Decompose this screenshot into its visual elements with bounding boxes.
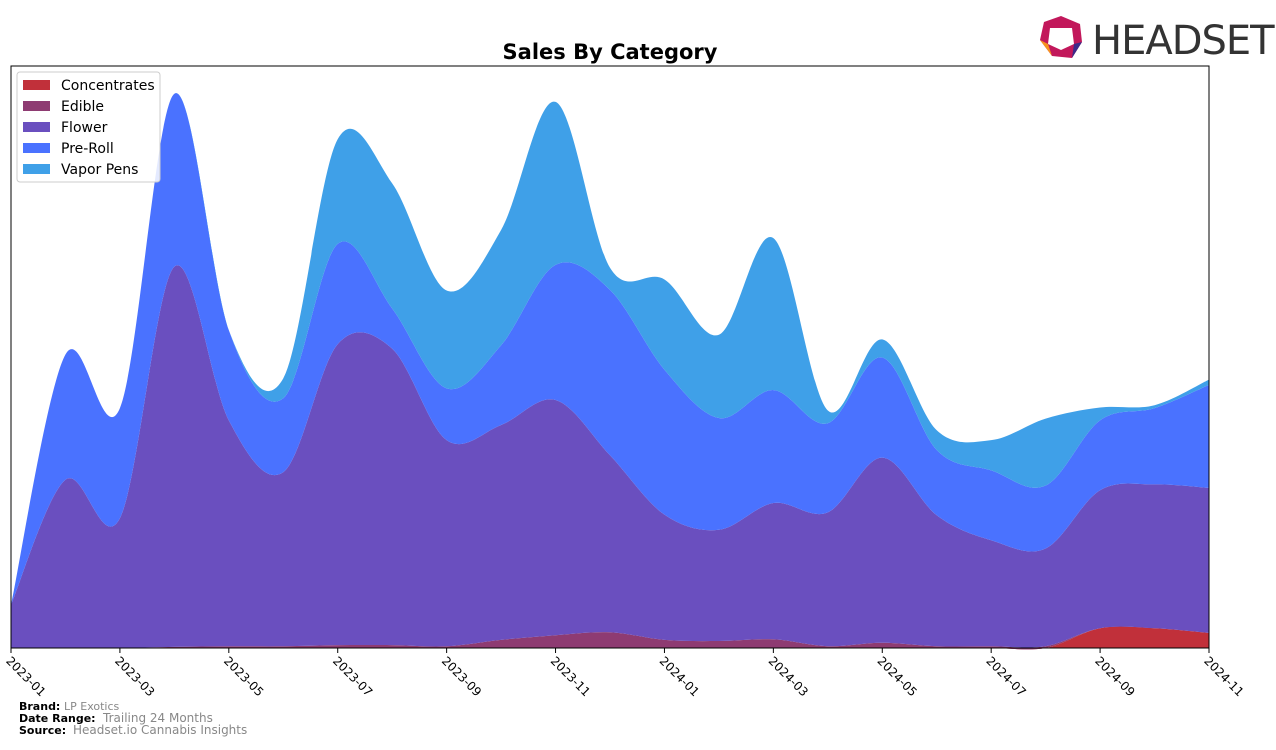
- x-tick-label: 2024-03: [766, 654, 811, 699]
- footer-value: Headset.io Cannabis Insights: [73, 723, 247, 737]
- legend-label: Vapor Pens: [61, 162, 138, 178]
- legend-swatch: [23, 143, 50, 153]
- legend-box: [16, 71, 161, 183]
- legend-label: Edible: [61, 99, 104, 115]
- footer-value: Trailing 24 Months: [102, 711, 213, 725]
- area: [11, 93, 1209, 605]
- legend-label: Flower: [61, 120, 108, 136]
- logo-icon-hole: [1048, 28, 1074, 50]
- x-tick-label: 2023-03: [112, 654, 157, 699]
- x-tick-label: 2024-07: [983, 654, 1028, 699]
- x-tick-label: 2023-11: [548, 654, 593, 699]
- footer: Brand: LP Exotics Date Range: Trailing 2…: [19, 700, 247, 737]
- logo-icon-part: [1072, 42, 1082, 58]
- footer-value: LP Exotics: [64, 700, 120, 713]
- area: [11, 626, 1209, 650]
- x-tick-label: 2023-05: [221, 654, 266, 699]
- chart-title: Sales By Category: [503, 40, 718, 64]
- x-tick-label: 2023-01: [3, 654, 48, 699]
- logo: HEADSET: [1040, 16, 1276, 64]
- logo-icon-part: [1040, 40, 1052, 56]
- logo-text: HEADSET: [1092, 18, 1275, 64]
- area: [11, 265, 1209, 649]
- x-tick-label: 2023-09: [439, 654, 484, 699]
- legend-swatch: [23, 122, 50, 132]
- x-tick-label: 2024-09: [1092, 654, 1137, 699]
- x-tick-label: 2024-11: [1201, 654, 1246, 699]
- x-tick-label: 2024-01: [657, 654, 702, 699]
- legend-swatch: [23, 101, 50, 111]
- legend-label: Pre-Roll: [61, 141, 114, 157]
- footer-label: Date Range:: [19, 712, 96, 725]
- plot-area: [11, 93, 1209, 650]
- x-tick-label: 2024-05: [874, 654, 919, 699]
- plot-frame: [10, 65, 1210, 649]
- legend-label: Concentrates: [61, 78, 155, 94]
- footer-label: Brand:: [19, 700, 60, 713]
- legend-swatch: [23, 80, 50, 90]
- x-tick-label: 2023-07: [330, 654, 375, 699]
- footer-label: Source:: [19, 724, 66, 737]
- legend-swatch: [23, 164, 50, 174]
- legend: Concentrates Edible Flower Pre-Roll Vapor Pe…: [16, 71, 161, 183]
- area: [11, 626, 1209, 650]
- x-axis: 2023-01 2023-03 2023-05 2023-07 2023-09 2023-…: [3, 648, 1247, 699]
